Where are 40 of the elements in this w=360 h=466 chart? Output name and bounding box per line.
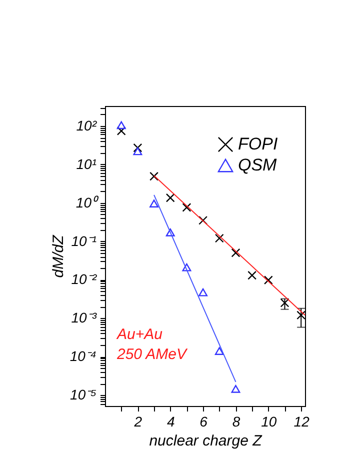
- point: [116, 121, 126, 130]
- point: [214, 234, 224, 243]
- x-tick-label: 8: [232, 414, 240, 430]
- y-tick-label: 10⁻¹: [71, 232, 97, 249]
- point: [182, 263, 192, 272]
- annotation: Au+Au: [116, 326, 164, 343]
- x-tick-label: 2: [133, 414, 142, 430]
- x-axis-title: nuclear charge Z: [149, 432, 263, 450]
- point: [248, 270, 257, 280]
- y-axis-title: dM/dZ: [50, 234, 67, 278]
- y-tick-label: 10⁰: [76, 194, 100, 210]
- point: [231, 248, 240, 258]
- point: [198, 216, 208, 225]
- point: [150, 200, 158, 208]
- y-tick-label: 10⁻²: [71, 271, 98, 288]
- point: [280, 298, 290, 308]
- x-tick-label: 6: [200, 414, 208, 430]
- point: [214, 347, 224, 355]
- y-tick-label: 10⁻⁵: [70, 386, 97, 403]
- point: [182, 202, 192, 212]
- legend-label: QSM: [238, 156, 278, 174]
- point: [116, 126, 126, 136]
- point: [231, 384, 240, 393]
- annotation: 250 AMeV: [116, 346, 188, 363]
- legend-label: FOPI: [238, 134, 278, 154]
- point: [133, 143, 142, 152]
- point: [198, 288, 208, 296]
- point: [133, 147, 142, 156]
- y-tick-label: 10²: [76, 117, 98, 134]
- point: [150, 172, 158, 181]
- y-tick-label: 10⁻⁴: [70, 348, 96, 364]
- point: [264, 276, 273, 285]
- y-tick-label: 10¹: [76, 156, 97, 172]
- point: [166, 228, 175, 236]
- x-tick-label: 4: [166, 414, 175, 430]
- x-tick-label: 10: [261, 414, 277, 430]
- y-tick-label: 10⁻³: [71, 310, 97, 326]
- point: [166, 193, 175, 202]
- x-tick-label: 12: [294, 414, 310, 430]
- point: [296, 310, 306, 320]
